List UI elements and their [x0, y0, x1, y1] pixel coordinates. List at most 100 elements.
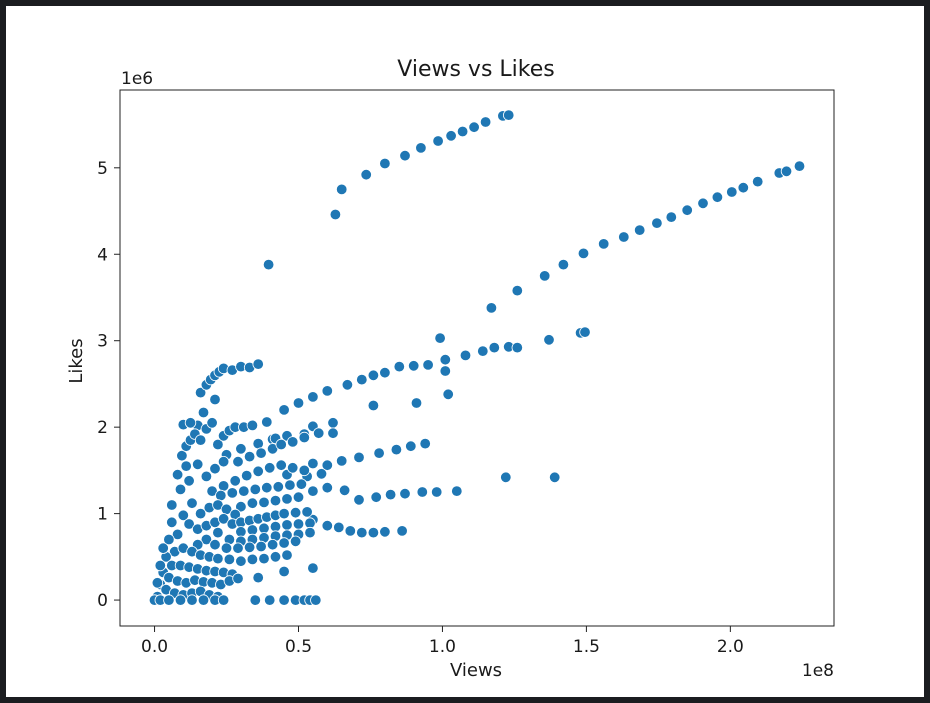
data-point — [278, 537, 290, 549]
data-point — [194, 386, 207, 399]
data-point — [379, 367, 391, 379]
data-point — [278, 507, 290, 520]
data-point — [307, 391, 319, 403]
data-point — [353, 494, 365, 506]
data-point — [336, 183, 348, 196]
data-point — [226, 487, 239, 499]
x-tick-label: 0.5 — [285, 637, 312, 657]
data-point — [353, 451, 365, 464]
data-point — [726, 186, 738, 198]
data-point — [321, 520, 334, 532]
data-point — [711, 191, 724, 203]
data-point — [539, 270, 551, 282]
data-point — [310, 594, 322, 606]
data-point — [246, 419, 259, 432]
data-point — [232, 456, 244, 468]
data-point — [289, 507, 302, 519]
data-point — [313, 427, 325, 439]
figure: Views vs Likes 1e6 1e8 Views Likes 0.0 0.… — [6, 6, 924, 697]
y-tick-label: 5 — [97, 159, 108, 179]
data-point — [249, 483, 262, 496]
data-point — [341, 379, 354, 391]
data-point — [321, 482, 334, 494]
data-point — [278, 565, 290, 578]
data-point — [456, 125, 469, 138]
data-point — [235, 526, 247, 538]
y-tick-label: 2 — [97, 418, 108, 438]
data-point — [180, 460, 192, 472]
data-point — [298, 464, 311, 477]
data-point — [264, 594, 276, 606]
data-point — [235, 443, 247, 455]
data-point — [479, 116, 492, 128]
x-offset-text: 1e8 — [802, 661, 834, 681]
data-point — [255, 540, 267, 553]
y-tick-label: 1 — [97, 505, 108, 525]
data-point — [183, 475, 195, 487]
data-point — [543, 334, 555, 346]
data-point — [344, 525, 357, 537]
data-point — [405, 440, 417, 452]
data-point — [252, 571, 264, 584]
data-point — [511, 284, 524, 297]
data-point — [209, 463, 221, 475]
x-axis-label: Views — [450, 660, 502, 681]
data-point — [780, 165, 793, 178]
data-point — [511, 341, 524, 354]
data-point — [793, 160, 806, 172]
y-tick-label: 3 — [97, 332, 108, 352]
data-point — [292, 491, 305, 503]
data-point — [209, 539, 221, 551]
data-point — [258, 496, 270, 509]
data-point — [269, 551, 282, 563]
data-point — [197, 594, 210, 606]
data-point — [215, 489, 227, 502]
data-point — [246, 553, 259, 566]
data-point — [439, 354, 452, 366]
data-point — [287, 462, 299, 474]
data-point — [246, 497, 259, 509]
data-point — [278, 404, 290, 416]
x-tick-label: 1.5 — [573, 637, 600, 657]
data-point — [243, 541, 256, 554]
y-tick-label: 0 — [97, 591, 108, 611]
data-point — [292, 518, 305, 530]
data-point — [419, 437, 431, 450]
data-point — [416, 486, 429, 498]
y-tick-label: 4 — [97, 245, 108, 265]
data-point — [618, 231, 630, 243]
data-point — [186, 594, 198, 606]
data-point — [579, 326, 591, 338]
data-point — [191, 458, 204, 471]
data-point — [262, 258, 275, 271]
data-point — [327, 417, 339, 429]
data-point — [252, 437, 264, 450]
data-point — [229, 475, 241, 487]
data-point — [329, 208, 342, 221]
x-tick-label: 2.0 — [717, 637, 744, 657]
data-point — [333, 521, 345, 534]
data-point — [264, 462, 276, 474]
data-point — [598, 238, 610, 250]
data-point — [697, 197, 709, 210]
data-point — [151, 577, 164, 589]
data-point — [292, 397, 305, 409]
data-point — [577, 247, 590, 260]
data-point — [194, 507, 207, 520]
data-point — [634, 224, 646, 236]
data-point — [275, 438, 287, 451]
data-point — [321, 459, 334, 471]
data-point — [315, 468, 328, 480]
data-point — [367, 526, 380, 539]
data-point — [432, 135, 444, 147]
data-point — [217, 513, 230, 525]
data-point — [194, 434, 207, 446]
data-point — [177, 509, 190, 522]
data-point — [183, 518, 195, 530]
data-point — [415, 142, 427, 154]
data-point — [488, 341, 501, 354]
data-point — [393, 360, 406, 373]
data-point — [434, 332, 446, 344]
data-point — [439, 365, 452, 377]
data-point — [408, 360, 420, 372]
